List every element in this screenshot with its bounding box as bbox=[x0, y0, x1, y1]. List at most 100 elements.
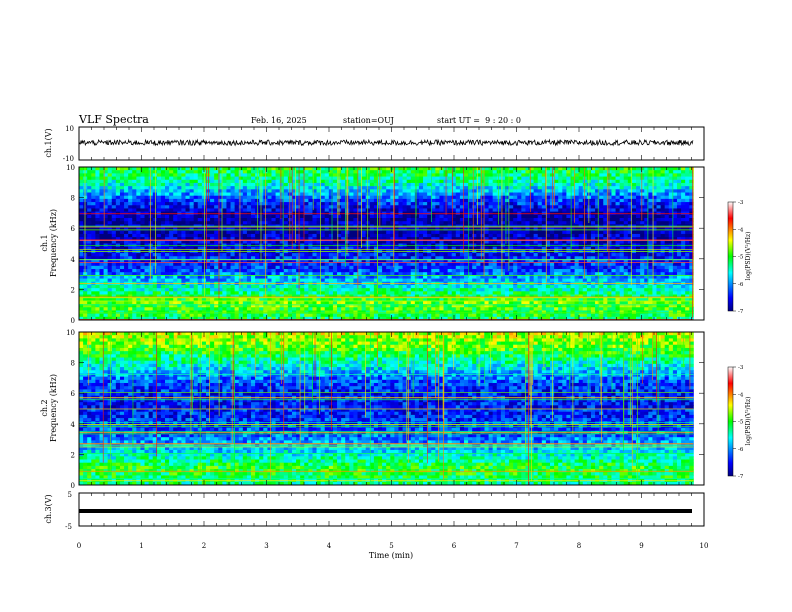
spectrogram-cell bbox=[279, 269, 285, 273]
spectrogram-cell bbox=[390, 192, 395, 197]
spectrogram-cell bbox=[406, 246, 412, 251]
spectrogram-cell bbox=[390, 304, 395, 308]
spectrogram-cell bbox=[369, 214, 375, 219]
spectrogram-cell bbox=[373, 310, 379, 315]
spectrogram-cell bbox=[160, 294, 166, 299]
spectrogram-cell bbox=[210, 218, 215, 222]
spectrogram-cell bbox=[218, 291, 223, 295]
spectrogram-cell bbox=[83, 316, 88, 321]
spectrogram-cell bbox=[431, 300, 436, 305]
spectrogram-cell bbox=[390, 297, 395, 302]
spectrogram-cell bbox=[324, 304, 330, 308]
spectrogram-cell bbox=[169, 205, 174, 209]
spectrogram-cell bbox=[369, 176, 375, 181]
spectrogram-cell bbox=[451, 240, 457, 244]
spectrogram-cell bbox=[492, 253, 498, 257]
spectrogram-cell bbox=[222, 307, 227, 311]
spectrogram-cell bbox=[222, 221, 227, 225]
spectrogram-cell bbox=[275, 284, 281, 289]
spectrogram-cell bbox=[447, 195, 453, 200]
spectrogram-cell bbox=[140, 265, 145, 270]
spectrogram-cell bbox=[152, 262, 158, 267]
spectrogram-cell bbox=[160, 256, 166, 260]
spectrogram-cell bbox=[455, 218, 461, 222]
spectrogram-cell bbox=[464, 208, 469, 213]
spectrogram-cell bbox=[234, 259, 240, 264]
spectrogram-cell bbox=[267, 221, 272, 225]
spectrogram-cell bbox=[337, 316, 342, 321]
spectrogram-cell bbox=[431, 214, 436, 219]
spectrogram-cell bbox=[259, 272, 264, 276]
spectrogram-cell bbox=[246, 170, 252, 174]
spectrogram-cell bbox=[91, 310, 96, 315]
spectrogram-cell bbox=[210, 294, 215, 299]
spectrogram-cell bbox=[238, 202, 244, 206]
spectrogram-cell bbox=[107, 300, 113, 305]
spectrogram-cell bbox=[455, 221, 461, 225]
spectrogram-cell bbox=[185, 269, 190, 273]
spectrogram-cell bbox=[406, 304, 412, 308]
spectrogram-cell bbox=[144, 189, 150, 193]
spectrogram-cell bbox=[373, 218, 379, 222]
spectrogram-cell bbox=[95, 262, 100, 267]
spectrogram-cell bbox=[378, 316, 383, 321]
spectrogram-cell bbox=[242, 221, 248, 225]
spectrogram-cell bbox=[99, 227, 104, 232]
spectrogram-cell bbox=[410, 176, 416, 181]
spectrogram-cell bbox=[136, 307, 141, 311]
spectrogram-cell bbox=[328, 275, 334, 279]
spectrogram-cell bbox=[427, 310, 432, 315]
spectrogram-cell bbox=[324, 253, 330, 257]
spectrogram-cell bbox=[468, 284, 473, 289]
spectrogram-cell bbox=[210, 253, 215, 257]
spectrogram-cell bbox=[119, 288, 125, 292]
spectrogram-cell bbox=[242, 195, 248, 200]
spectrogram-cell bbox=[169, 256, 174, 260]
spectrogram-cell bbox=[349, 246, 354, 251]
spectrogram-cell bbox=[222, 214, 227, 219]
spectrogram-cell bbox=[275, 278, 281, 283]
spectrogram-cell bbox=[222, 208, 227, 213]
spectrogram-cell bbox=[79, 316, 84, 321]
spectrogram-cell bbox=[238, 278, 244, 283]
spectrogram-cell bbox=[111, 179, 117, 184]
spectrogram-cell bbox=[472, 256, 477, 260]
spectrogram-cell bbox=[95, 253, 100, 257]
spectrogram-cell bbox=[79, 297, 84, 302]
spectrogram-cell bbox=[464, 256, 469, 260]
spectrogram-cell bbox=[205, 192, 211, 197]
spectrogram-cell bbox=[431, 269, 436, 273]
spectrogram-cell bbox=[300, 173, 305, 177]
spectrogram-cell bbox=[406, 221, 412, 225]
spectrogram-cell bbox=[210, 240, 215, 244]
spectrogram-cell bbox=[230, 246, 236, 251]
spectrogram-cell bbox=[144, 310, 150, 315]
spectrogram-cell bbox=[83, 269, 88, 273]
spectrogram-cell bbox=[468, 186, 473, 190]
spectrogram-cell bbox=[337, 297, 342, 302]
spectrogram-cell bbox=[468, 256, 473, 260]
spectrogram-cell bbox=[365, 262, 371, 267]
spectrogram-cell bbox=[320, 310, 326, 315]
spectrogram-cell bbox=[455, 313, 461, 318]
spectrogram-cell bbox=[296, 182, 301, 187]
spectrogram-cell bbox=[214, 205, 219, 209]
spectrogram-cell bbox=[119, 294, 125, 299]
spectrogram-cell bbox=[394, 237, 399, 241]
spectrogram-cell bbox=[91, 218, 96, 222]
spectrogram-cell bbox=[341, 256, 346, 260]
spectrogram-cell bbox=[152, 218, 158, 222]
spectrogram-cell bbox=[476, 205, 481, 209]
spectrogram-cell bbox=[238, 233, 244, 238]
spectrogram-cell bbox=[435, 192, 440, 197]
spectrogram-cell bbox=[488, 246, 494, 251]
spectrogram-cell bbox=[91, 233, 96, 238]
spectrogram-cell bbox=[373, 259, 379, 264]
spectrogram-cell bbox=[345, 316, 350, 321]
spectrogram-cell bbox=[136, 313, 141, 318]
spectrogram-cell bbox=[124, 189, 129, 193]
spectrogram-cell bbox=[373, 237, 379, 241]
spectrogram-cell bbox=[124, 253, 129, 257]
spectrogram-cell bbox=[402, 300, 408, 305]
spectrogram-cell bbox=[103, 202, 109, 206]
